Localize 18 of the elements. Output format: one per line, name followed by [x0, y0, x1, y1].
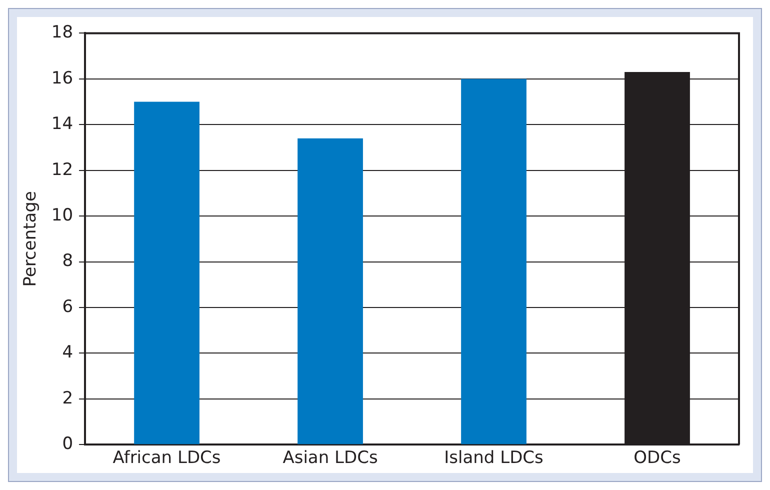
- bar: [461, 78, 526, 444]
- y-tick-label: 14: [51, 114, 74, 134]
- y-tick-label: 12: [51, 160, 74, 180]
- x-tick-label: Island LDCs: [444, 448, 544, 468]
- bar: [298, 138, 363, 444]
- x-tick-label: Asian LDCs: [282, 448, 378, 468]
- bar: [134, 102, 200, 444]
- x-tick-label: African LDCs: [112, 448, 221, 468]
- y-tick-label: 2: [62, 388, 74, 408]
- y-tick-label: 0: [62, 434, 74, 454]
- y-axis-title: Percentage: [20, 191, 41, 287]
- y-tick-label: 16: [51, 68, 74, 88]
- y-tick-label: 4: [62, 342, 74, 363]
- y-tick-label: 10: [51, 205, 74, 226]
- y-tick-label: 8: [62, 251, 74, 272]
- x-tick-label: ODCs: [634, 448, 681, 468]
- y-tick-label: 18: [51, 22, 74, 43]
- y-tick-label: 6: [62, 296, 74, 317]
